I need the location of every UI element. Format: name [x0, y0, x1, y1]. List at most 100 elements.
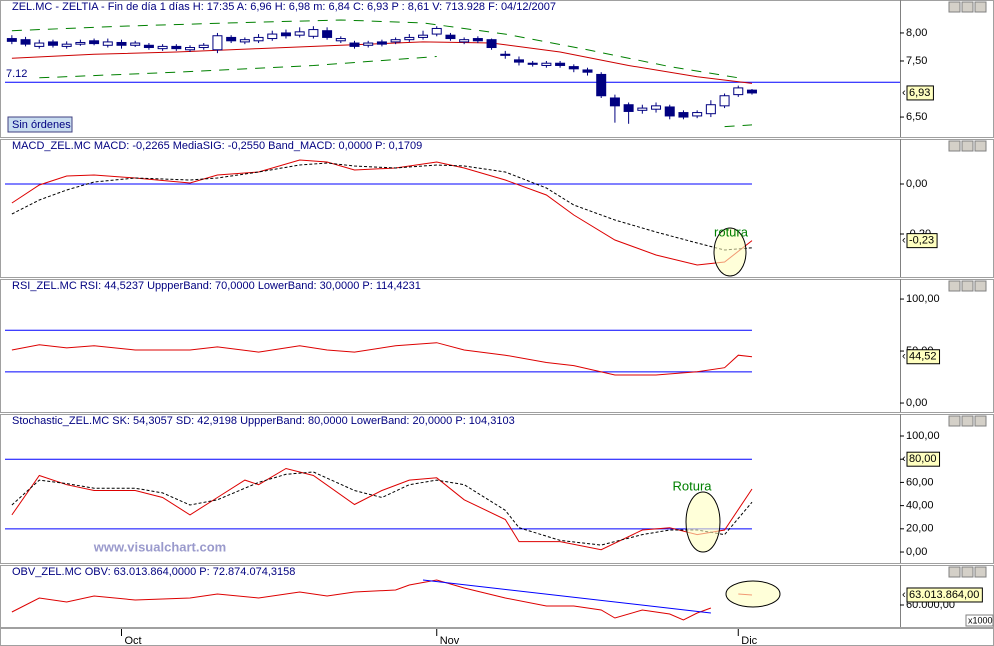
- window-button[interactable]: [948, 415, 961, 427]
- candle-body: [89, 40, 100, 45]
- panel: [0, 279, 994, 413]
- candle-body: [47, 41, 58, 46]
- window-button[interactable]: [948, 566, 961, 578]
- panel: [0, 0, 994, 138]
- series-line: [39, 56, 753, 128]
- panel-title: OBV_ZEL.MC OBV: 63.013.864,0000 P: 72.87…: [12, 566, 295, 578]
- candle-body: [226, 36, 237, 42]
- series-line: [11, 162, 753, 251]
- candle-body: [130, 42, 141, 46]
- candle-body: [363, 42, 374, 46]
- candle-body: [349, 42, 360, 47]
- candle-body: [705, 104, 716, 115]
- window-button[interactable]: [974, 566, 987, 578]
- candle-body: [664, 106, 675, 117]
- candle-body: [445, 34, 456, 40]
- candle-body: [20, 39, 31, 45]
- candle-body: [431, 27, 442, 35]
- panel-title: RSI_ZEL.MC RSI: 44,5237 UppperBand: 70,0…: [12, 280, 421, 292]
- candle-body: [185, 47, 196, 51]
- y-tick-label: 0,00: [906, 397, 927, 409]
- window-button[interactable]: [961, 280, 974, 292]
- candle-body: [116, 41, 127, 46]
- window-button[interactable]: [961, 1, 974, 13]
- candle-body: [253, 36, 264, 42]
- annotation-ellipse: [685, 491, 721, 553]
- x-tick-label: Dic: [741, 635, 757, 646]
- y-tick-label: 100,00: [906, 430, 940, 442]
- window-button[interactable]: [961, 140, 974, 152]
- value-marker: [906, 233, 938, 249]
- window-button[interactable]: [948, 1, 961, 13]
- panel: [0, 414, 994, 564]
- candle-body: [746, 89, 757, 94]
- window-button[interactable]: [974, 415, 987, 427]
- window-button[interactable]: [974, 140, 987, 152]
- window-button[interactable]: [948, 280, 961, 292]
- window-button[interactable]: [974, 280, 987, 292]
- candle-body: [239, 39, 250, 43]
- candle-body: [486, 39, 497, 49]
- marker-arrow: ‹: [902, 87, 906, 99]
- window-button[interactable]: [961, 415, 974, 427]
- y-tick-label: 60,00: [906, 476, 934, 488]
- candle-body: [322, 30, 333, 38]
- x-tick-label: Nov: [440, 635, 460, 646]
- window-button[interactable]: [948, 140, 961, 152]
- y-tick-label: 7,50: [906, 55, 927, 67]
- annotation-ellipse: [725, 580, 781, 608]
- candle-body: [541, 62, 552, 66]
- x-tick-label: Oct: [125, 635, 142, 646]
- candle-body: [198, 44, 209, 49]
- y-tick-label: 0,00: [906, 178, 927, 190]
- annotation: rotura: [714, 224, 749, 239]
- y-tick-label: 100,00: [906, 293, 940, 305]
- reference-label: 7.12: [6, 68, 27, 80]
- candle-body: [267, 33, 278, 40]
- button-label: Sin órdenes: [12, 119, 71, 131]
- marker-arrow: ‹: [902, 351, 906, 363]
- candle-body: [102, 41, 113, 46]
- value-marker-label: 80,00: [909, 453, 937, 465]
- series-line: [11, 19, 739, 79]
- value-marker-label: -0,23: [909, 235, 934, 247]
- annotation-ellipse: [713, 227, 747, 277]
- panel-title: Stochastic_ZEL.MC SK: 54,3057 SD: 42,919…: [12, 415, 515, 427]
- series-line: [11, 342, 753, 376]
- candle-body: [555, 62, 566, 66]
- candle-body: [678, 112, 689, 118]
- candle-body: [500, 53, 511, 56]
- panel: [0, 565, 994, 628]
- button[interactable]: [7, 116, 73, 133]
- candle-body: [418, 34, 429, 38]
- marker-arrow: ‹: [902, 235, 906, 247]
- scale-note: x1000: [968, 615, 993, 625]
- y-tick-label: 8,00: [906, 27, 927, 39]
- y-tick-label: 40,00: [906, 500, 934, 512]
- candle-body: [651, 105, 662, 110]
- candle-body: [75, 41, 86, 45]
- candle-body: [61, 43, 72, 47]
- window-button[interactable]: [961, 566, 974, 578]
- value-marker-label: 63.013.864,00: [909, 589, 979, 601]
- candle-body: [294, 31, 305, 36]
- panel-title: ZEL.MC - ZELTIA - Fin de día 1 días H: 1…: [12, 1, 556, 13]
- candle-body: [472, 38, 483, 42]
- marker-arrow: ‹: [902, 453, 906, 465]
- candle-body: [143, 44, 154, 49]
- series-line: [422, 579, 711, 614]
- candle-body: [596, 73, 607, 97]
- candle-body: [335, 38, 346, 42]
- value-marker: [906, 587, 983, 603]
- window-button[interactable]: [974, 1, 987, 13]
- candle-body: [212, 35, 223, 51]
- candle-body: [34, 42, 45, 47]
- candle-body: [171, 45, 182, 50]
- watermark: www.visualchart.com: [93, 539, 226, 554]
- candle-body: [623, 104, 634, 112]
- candle-body: [582, 69, 593, 73]
- candle-body: [513, 59, 524, 63]
- x-axis-strip: [0, 628, 994, 646]
- candle-body: [692, 112, 703, 117]
